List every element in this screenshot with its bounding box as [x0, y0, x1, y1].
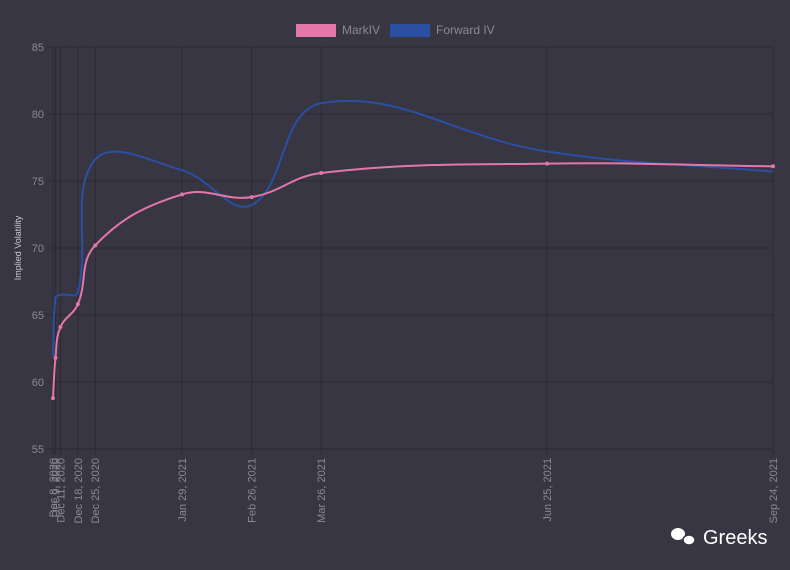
y-tick-label: 55: [32, 444, 44, 456]
y-axis-title: Implied Volatility: [13, 215, 23, 280]
watermark: Greeks: [703, 527, 767, 549]
x-tick-label: Dec 11, 2020: [55, 458, 67, 523]
data-point: [249, 195, 254, 200]
y-tick-label: 75: [32, 176, 44, 188]
x-tick-label: Feb 26, 2021: [247, 458, 259, 523]
data-point: [180, 192, 185, 197]
data-point: [58, 325, 63, 330]
x-tick-label: Dec 8, 2020: [48, 458, 60, 517]
legend-label: MarkIV: [342, 23, 380, 37]
x-tick-label: Jun 25, 2021: [542, 458, 554, 522]
legend-label: Forward IV: [436, 23, 495, 37]
data-point: [545, 161, 550, 166]
x-tick-label: Dec 18, 2020: [73, 458, 85, 523]
x-tick-label: Sep 24, 2021: [768, 458, 780, 523]
x-tick-label: Jan 29, 2021: [177, 458, 189, 522]
y-tick-label: 65: [32, 310, 44, 322]
legend-swatch: [296, 24, 336, 37]
data-point: [53, 355, 58, 360]
data-point: [93, 243, 98, 248]
y-tick-label: 80: [32, 109, 44, 121]
x-tick-label: Dec 9, 2020: [50, 458, 62, 517]
x-tick-label: Mar 26, 2021: [316, 458, 328, 523]
data-point: [51, 396, 55, 401]
y-tick-label: 85: [32, 42, 44, 54]
x-tick-label: Dec 25, 2020: [90, 458, 102, 523]
legend-swatch: [390, 24, 430, 37]
data-point: [319, 170, 324, 175]
data-point: [75, 302, 80, 307]
data-point: [771, 164, 775, 169]
series-line: [52, 99, 774, 357]
y-tick-label: 70: [32, 243, 44, 255]
y-tick-label: 60: [32, 377, 44, 389]
watermark-icon: [671, 528, 696, 546]
